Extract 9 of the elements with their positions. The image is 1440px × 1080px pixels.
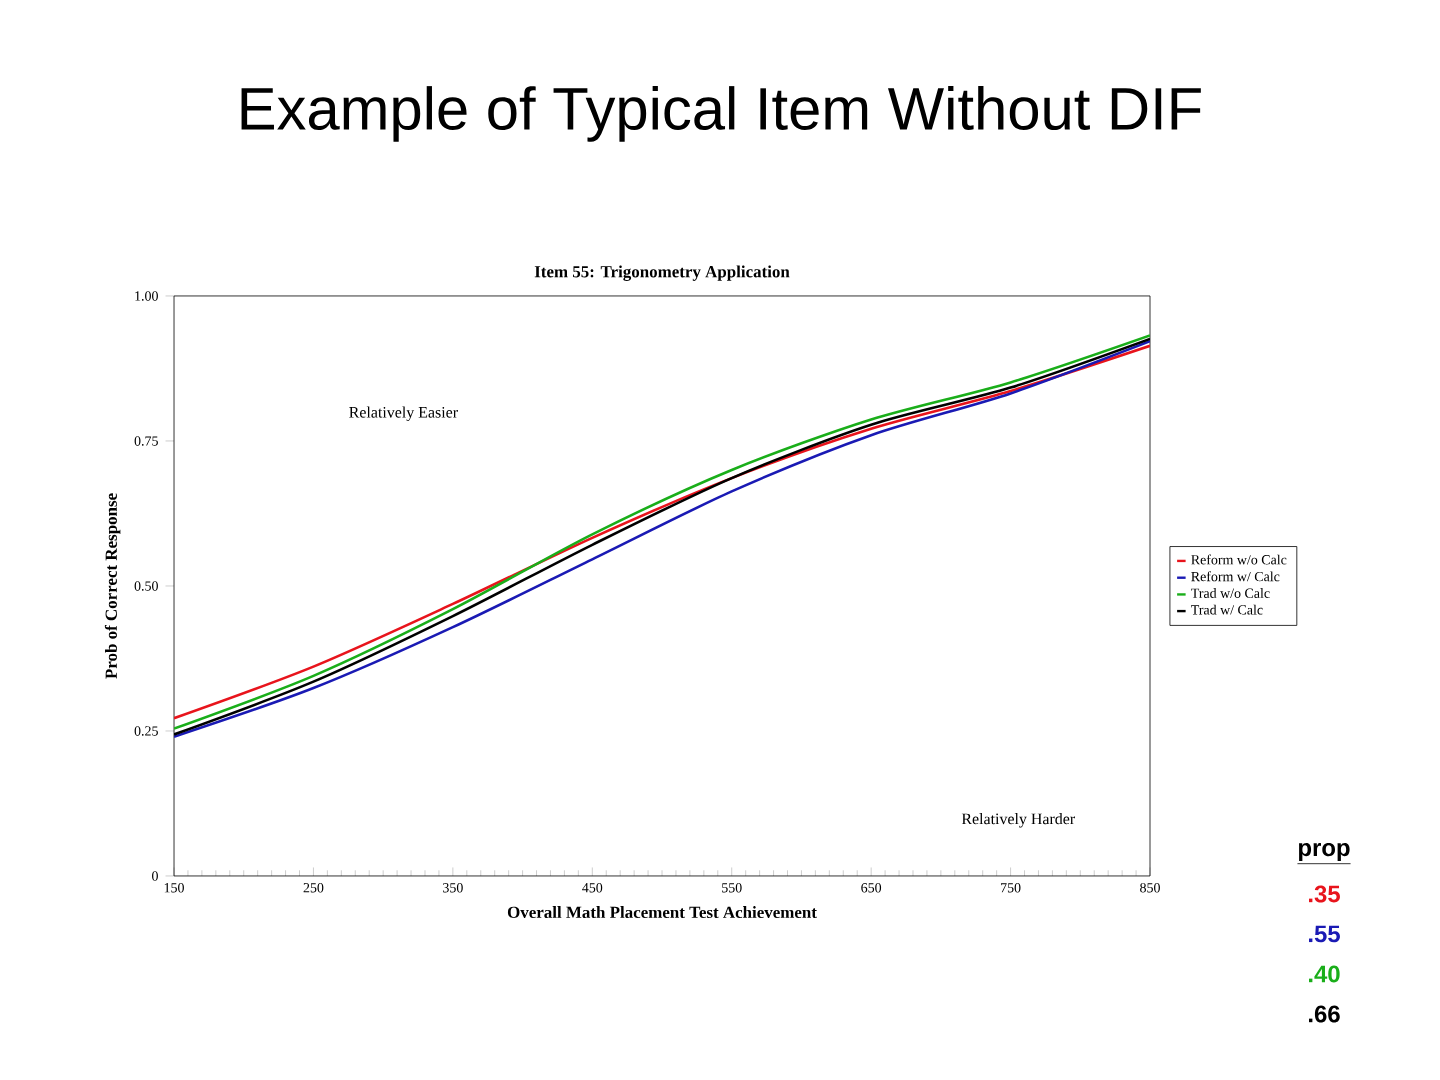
text: .40 [1309,965,1340,983]
text: .35 [1309,885,1340,903]
x-axis-title: Overall Math Placement Test Achievement [507,906,817,919]
chart-subtitle: Item 55: Trigonometry Application [534,265,790,281]
chart-title: Example of Typical Item Without DIF [241,86,1201,142]
text: .55 [1309,925,1340,943]
text: prop [1299,843,1350,861]
text: .66 [1309,1005,1340,1023]
y-axis-title: Prob of Correct Response [104,493,121,679]
